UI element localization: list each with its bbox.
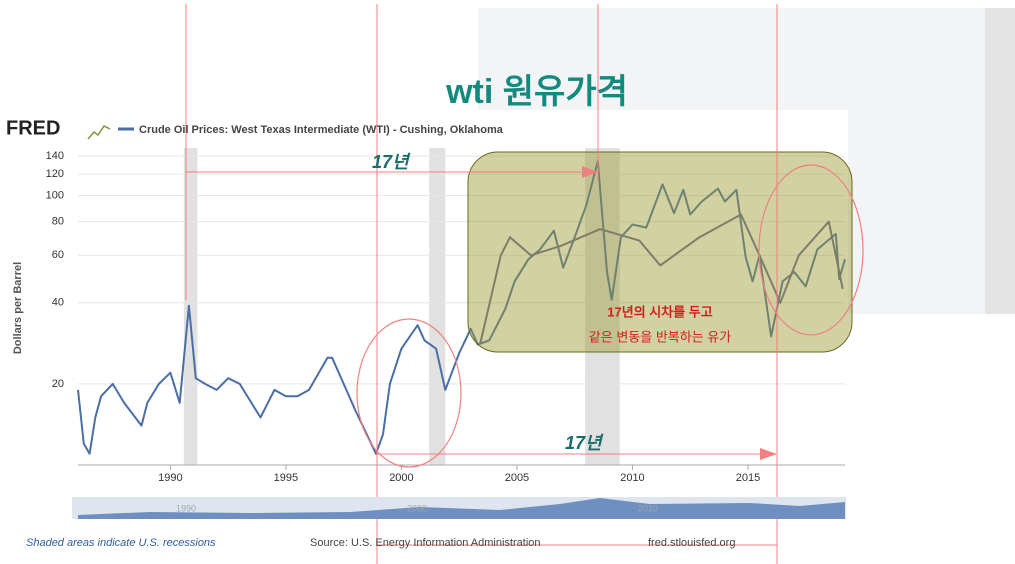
brand: FRED xyxy=(6,117,60,139)
navigator-label: 2000 xyxy=(407,503,427,513)
guides xyxy=(185,4,778,564)
recession-band xyxy=(429,148,446,465)
recession-band xyxy=(585,148,620,465)
y-tick-label: 140 xyxy=(46,150,64,162)
y-tick-label: 20 xyxy=(52,378,64,390)
faded-recession xyxy=(985,8,1015,314)
annotation: 17년의 시차를 두고 xyxy=(607,304,712,319)
arrow-head xyxy=(760,448,777,460)
series-line xyxy=(479,213,844,345)
x-tick-label: 2015 xyxy=(736,472,760,484)
navigator-label: 2010 xyxy=(638,503,658,513)
legend-label: Crude Oil Prices: West Texas Intermediat… xyxy=(139,124,504,136)
series-line xyxy=(77,160,846,455)
x-tick-label: 1995 xyxy=(274,472,298,484)
navigator-label: 1990 xyxy=(176,503,196,513)
y-tick-label: 40 xyxy=(52,297,64,309)
highlight-box xyxy=(467,151,853,353)
annotation: 같은 변동을 반복하는 유가 xyxy=(589,329,731,344)
highlight-ellipse xyxy=(356,318,462,468)
annotation: 17년 xyxy=(372,152,411,172)
footer-note: Shaded areas indicate U.S. recessions xyxy=(26,537,216,549)
annotation: 17년 xyxy=(565,433,604,453)
page-title: wti 원유가격 xyxy=(445,73,628,111)
x-tick-label: 1990 xyxy=(158,472,182,484)
navigator-series xyxy=(78,498,845,519)
x-tick-label: 2005 xyxy=(505,472,529,484)
y-axis-label: Dollars per Barrel xyxy=(12,262,24,354)
footer-source: Source: U.S. Energy Information Administ… xyxy=(310,537,541,549)
footer-site: fred.stlouisfed.org xyxy=(648,537,735,549)
y-tick-label: 100 xyxy=(46,189,64,201)
y-tick-label: 120 xyxy=(46,168,64,180)
highlight-ellipse xyxy=(758,164,864,336)
y-tick-label: 60 xyxy=(52,249,64,261)
brand-icon xyxy=(87,125,111,140)
arrow-head xyxy=(582,166,598,178)
y-tick-label: 80 xyxy=(52,215,64,227)
x-tick-label: 2010 xyxy=(620,472,644,484)
recession-band xyxy=(183,148,198,465)
x-tick-label: 2000 xyxy=(389,472,413,484)
